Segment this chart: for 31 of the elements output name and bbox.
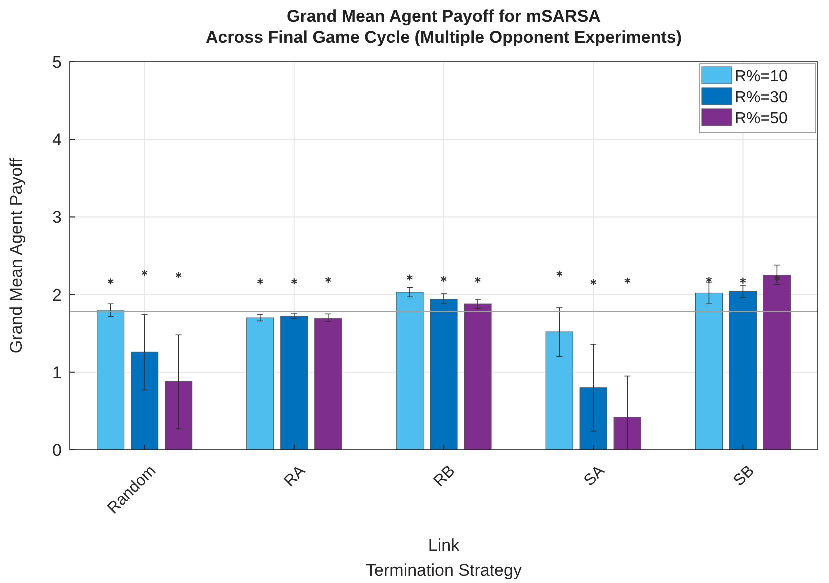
bar — [280, 316, 308, 450]
bar — [246, 318, 274, 450]
y-tick-label: 5 — [52, 52, 62, 72]
bar — [580, 388, 608, 450]
bar — [614, 417, 642, 450]
bar — [396, 292, 424, 450]
bar — [546, 332, 574, 450]
bar — [729, 291, 757, 450]
bar — [430, 299, 458, 450]
bar — [131, 352, 159, 450]
x-tick-label: RA — [281, 462, 310, 490]
bar — [97, 310, 125, 450]
legend-label: R%=50 — [735, 110, 788, 128]
x-tick-label: SB — [730, 462, 758, 490]
legend-label: R%=30 — [735, 90, 788, 107]
y-tick-label: 1 — [52, 363, 62, 382]
chart-title: Grand Mean Agent Payoff for mSARSA Across Final Game Cycle (Multiple Opponent Experiments) — [206, 7, 682, 47]
bar — [464, 304, 492, 450]
y-axis-title: Grand Mean Agent Payoff — [7, 158, 26, 354]
bar — [763, 275, 791, 450]
y-tick-label: 3 — [52, 208, 62, 228]
x-axis-title: Link Termination Strategy — [366, 536, 522, 580]
x-tick-label: RB — [431, 462, 459, 490]
y-tick-label: 0 — [52, 440, 62, 460]
y-tick-label: 2 — [52, 286, 62, 305]
bar — [695, 292, 723, 450]
legend-label: R%=10 — [735, 68, 788, 86]
x-tick-label: SA — [581, 462, 609, 490]
bar — [314, 318, 342, 450]
y-tick-label: 4 — [52, 130, 62, 150]
bar — [165, 381, 193, 450]
